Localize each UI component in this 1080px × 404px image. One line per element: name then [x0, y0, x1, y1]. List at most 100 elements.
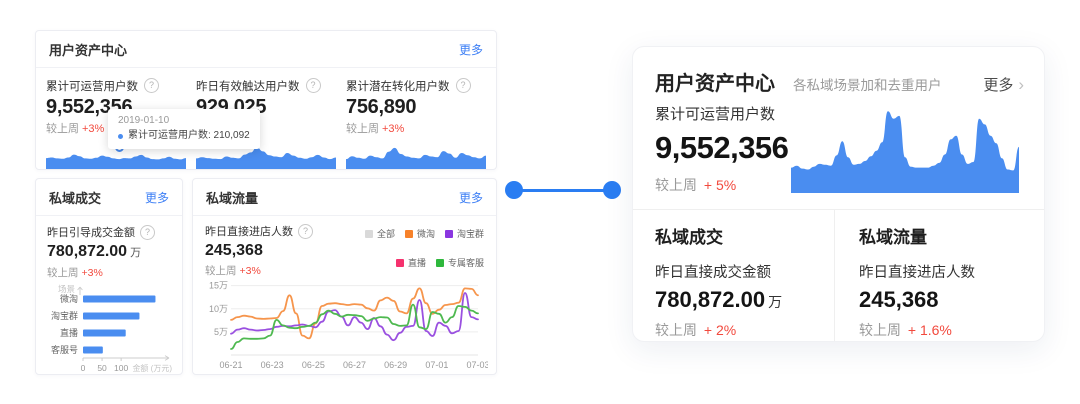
legend-item-2[interactable]: 淘宝群 [444, 227, 484, 240]
metric-value: 9,552,356 [655, 130, 789, 165]
svg-text:07-03: 07-03 [466, 360, 488, 370]
compare-label: 较上周 [346, 123, 379, 135]
metric-label-row: 昨日有效触达用户数 ? [196, 78, 336, 93]
metric-label: 昨日直接进店人数 [205, 226, 293, 238]
help-icon[interactable]: ? [140, 224, 155, 240]
tooltip-date: 2019-01-10 [118, 115, 170, 126]
zoom-connector [505, 181, 621, 199]
value-number: 780,872.00 [47, 243, 128, 260]
panel-title: 用户资产中心 [655, 73, 775, 95]
user-asset-detail-panel: 用户资产中心 各私域场景加和去重用户 更多 › 累计可运营用户数 9,552,3… [632, 46, 1045, 342]
svg-text:07-01: 07-01 [425, 360, 448, 370]
chevron-right-icon: › [1018, 75, 1024, 94]
series-dot-icon [118, 133, 123, 139]
metric-label: 昨日引导成交金额 [47, 227, 135, 239]
legend-swatch-icon [404, 229, 413, 238]
panel-main-metric: 累计可运营用户数 9,552,356 较上周 + 5% [655, 103, 815, 195]
section-title: 私域成交 [655, 228, 723, 247]
value-number: 780,872.00 [655, 287, 766, 312]
metric-label-row: 昨日引导成交金额 ? [47, 224, 171, 240]
traffic-card-top: 昨日直接进店人数 ? 245,368 较上周 +3% 全部 微淘 淘宝群 直播 专属客服 [193, 216, 496, 277]
metric-compare: 较上周+3% [205, 263, 325, 277]
metric-compare: 较上周+3% [47, 265, 171, 279]
section-compare: 较上周 + 2% [655, 320, 825, 340]
svg-text:金额 (万元): 金额 (万元) [132, 363, 172, 373]
tooltip-text: 累计可运营用户数: 210,092 [128, 130, 250, 141]
more-link[interactable]: 更多 [144, 190, 169, 205]
help-icon[interactable]: ? [298, 223, 313, 239]
delta-value: +3% [382, 123, 405, 135]
svg-text:客服号: 客服号 [51, 344, 78, 355]
svg-text:0: 0 [81, 363, 86, 373]
legend-label: 微淘 [416, 229, 435, 239]
delta-value: +3% [81, 267, 103, 279]
metric-label-row: 累计潜在转化用户数 ? [346, 78, 486, 93]
compare-label: 较上周 [47, 267, 79, 279]
connector-line [514, 188, 612, 192]
metric-value: 756,890 [346, 96, 417, 118]
svg-text:06-25: 06-25 [302, 360, 325, 370]
panel-header: 用户资产中心 各私域场景加和去重用户 更多 › [655, 67, 1024, 96]
private-deal-card: 私域成交 更多 昨日引导成交金额 ? 780,872.00 万 较上周 +3% 场景… [35, 178, 183, 375]
operable-users-sparkline[interactable] [46, 137, 186, 169]
svg-text:50: 50 [97, 363, 107, 373]
compare-label: 较上周 [655, 322, 697, 338]
legend-item-3[interactable]: 直播 [395, 256, 426, 269]
svg-text:100: 100 [114, 363, 128, 373]
chart-tooltip: 2019-01-10 累计可运营用户数: 210,092 [108, 109, 260, 149]
conversion-users-sparkline[interactable] [346, 137, 486, 169]
legend-item-1[interactable]: 微淘 [404, 227, 435, 240]
legend-label: 全部 [376, 229, 395, 239]
legend-label: 淘宝群 [456, 229, 484, 239]
compare-label: 较上周 [859, 322, 901, 338]
section-metric-value: 780,872.00 万 [655, 287, 825, 313]
legend-swatch-icon [364, 229, 373, 238]
deal-scene-bar-chart[interactable]: 场景 微淘 淘宝群 直播 客服号 0 50 100 金额 (万元) [47, 283, 173, 375]
private-traffic-card: 私域流量 更多 昨日直接进店人数 ? 245,368 较上周 +3% 全部 微淘 淘宝… [192, 178, 497, 375]
asset-area-chart[interactable] [791, 99, 1019, 193]
more-link[interactable]: 更多 [458, 42, 483, 57]
legend-swatch-icon [444, 229, 453, 238]
section-compare: 较上周 + 1.6% [859, 320, 1029, 340]
compare-label: 较上周 [655, 177, 697, 193]
value-unit: 万 [768, 294, 783, 310]
deal-card-header: 私域成交 更多 [36, 179, 182, 216]
help-icon[interactable]: ? [455, 78, 471, 93]
legend-swatch-icon [395, 258, 404, 267]
reached-users-sparkline[interactable] [196, 137, 336, 169]
value-unit: 万 [130, 247, 142, 259]
section-title: 私域流量 [859, 228, 927, 247]
tooltip-row: 累计可运营用户数: 210,092 [118, 129, 250, 143]
horizontal-divider [633, 209, 1044, 210]
more-link[interactable]: 更多 [458, 190, 483, 205]
svg-text:淘宝群: 淘宝群 [51, 310, 78, 321]
metric-compare: 较上周 + 5% [655, 175, 815, 195]
deal-card-body: 昨日引导成交金额 ? 780,872.00 万 较上周 +3% 场景 微淘 淘宝群 直播客… [36, 216, 182, 375]
traffic-line-chart[interactable]: 5万 10万 15万 06-21 06-23 06-25 06-27 06-29 07-01 07… [205, 275, 490, 371]
delta-value: +3% [82, 123, 105, 135]
metric-label-row: 昨日直接进店人数 ? [205, 223, 325, 239]
svg-text:06-27: 06-27 [343, 360, 366, 370]
traffic-card-header: 私域流量 更多 [193, 179, 496, 216]
legend-label: 专属客服 [447, 258, 484, 268]
connector-dot-icon [603, 181, 621, 199]
help-icon[interactable]: ? [144, 78, 159, 93]
svg-text:微淘: 微淘 [60, 293, 78, 304]
legend-item-4[interactable]: 专属客服 [435, 256, 484, 269]
value-number: 245,368 [859, 287, 939, 312]
svg-text:直播: 直播 [60, 327, 78, 338]
legend-swatch-icon [435, 258, 444, 267]
user-asset-card-header: 用户资产中心 更多 [36, 31, 496, 68]
legend-label: 直播 [407, 258, 426, 268]
metric-label: 累计可运营用户数 [46, 80, 138, 93]
panel-section-deal: 私域成交 昨日直接成交金额 780,872.00 万 较上周 + 2% [655, 223, 825, 340]
help-icon[interactable]: ? [305, 78, 321, 93]
delta-value: + 2% [703, 322, 737, 338]
more-link[interactable]: 更多 › [983, 74, 1024, 95]
svg-text:06-21: 06-21 [219, 360, 242, 370]
svg-text:15万: 15万 [209, 281, 228, 291]
svg-text:06-29: 06-29 [384, 360, 407, 370]
card-title: 私域流量 [206, 190, 259, 206]
compare-label: 较上周 [205, 265, 237, 277]
legend-item-0[interactable]: 全部 [364, 227, 395, 240]
